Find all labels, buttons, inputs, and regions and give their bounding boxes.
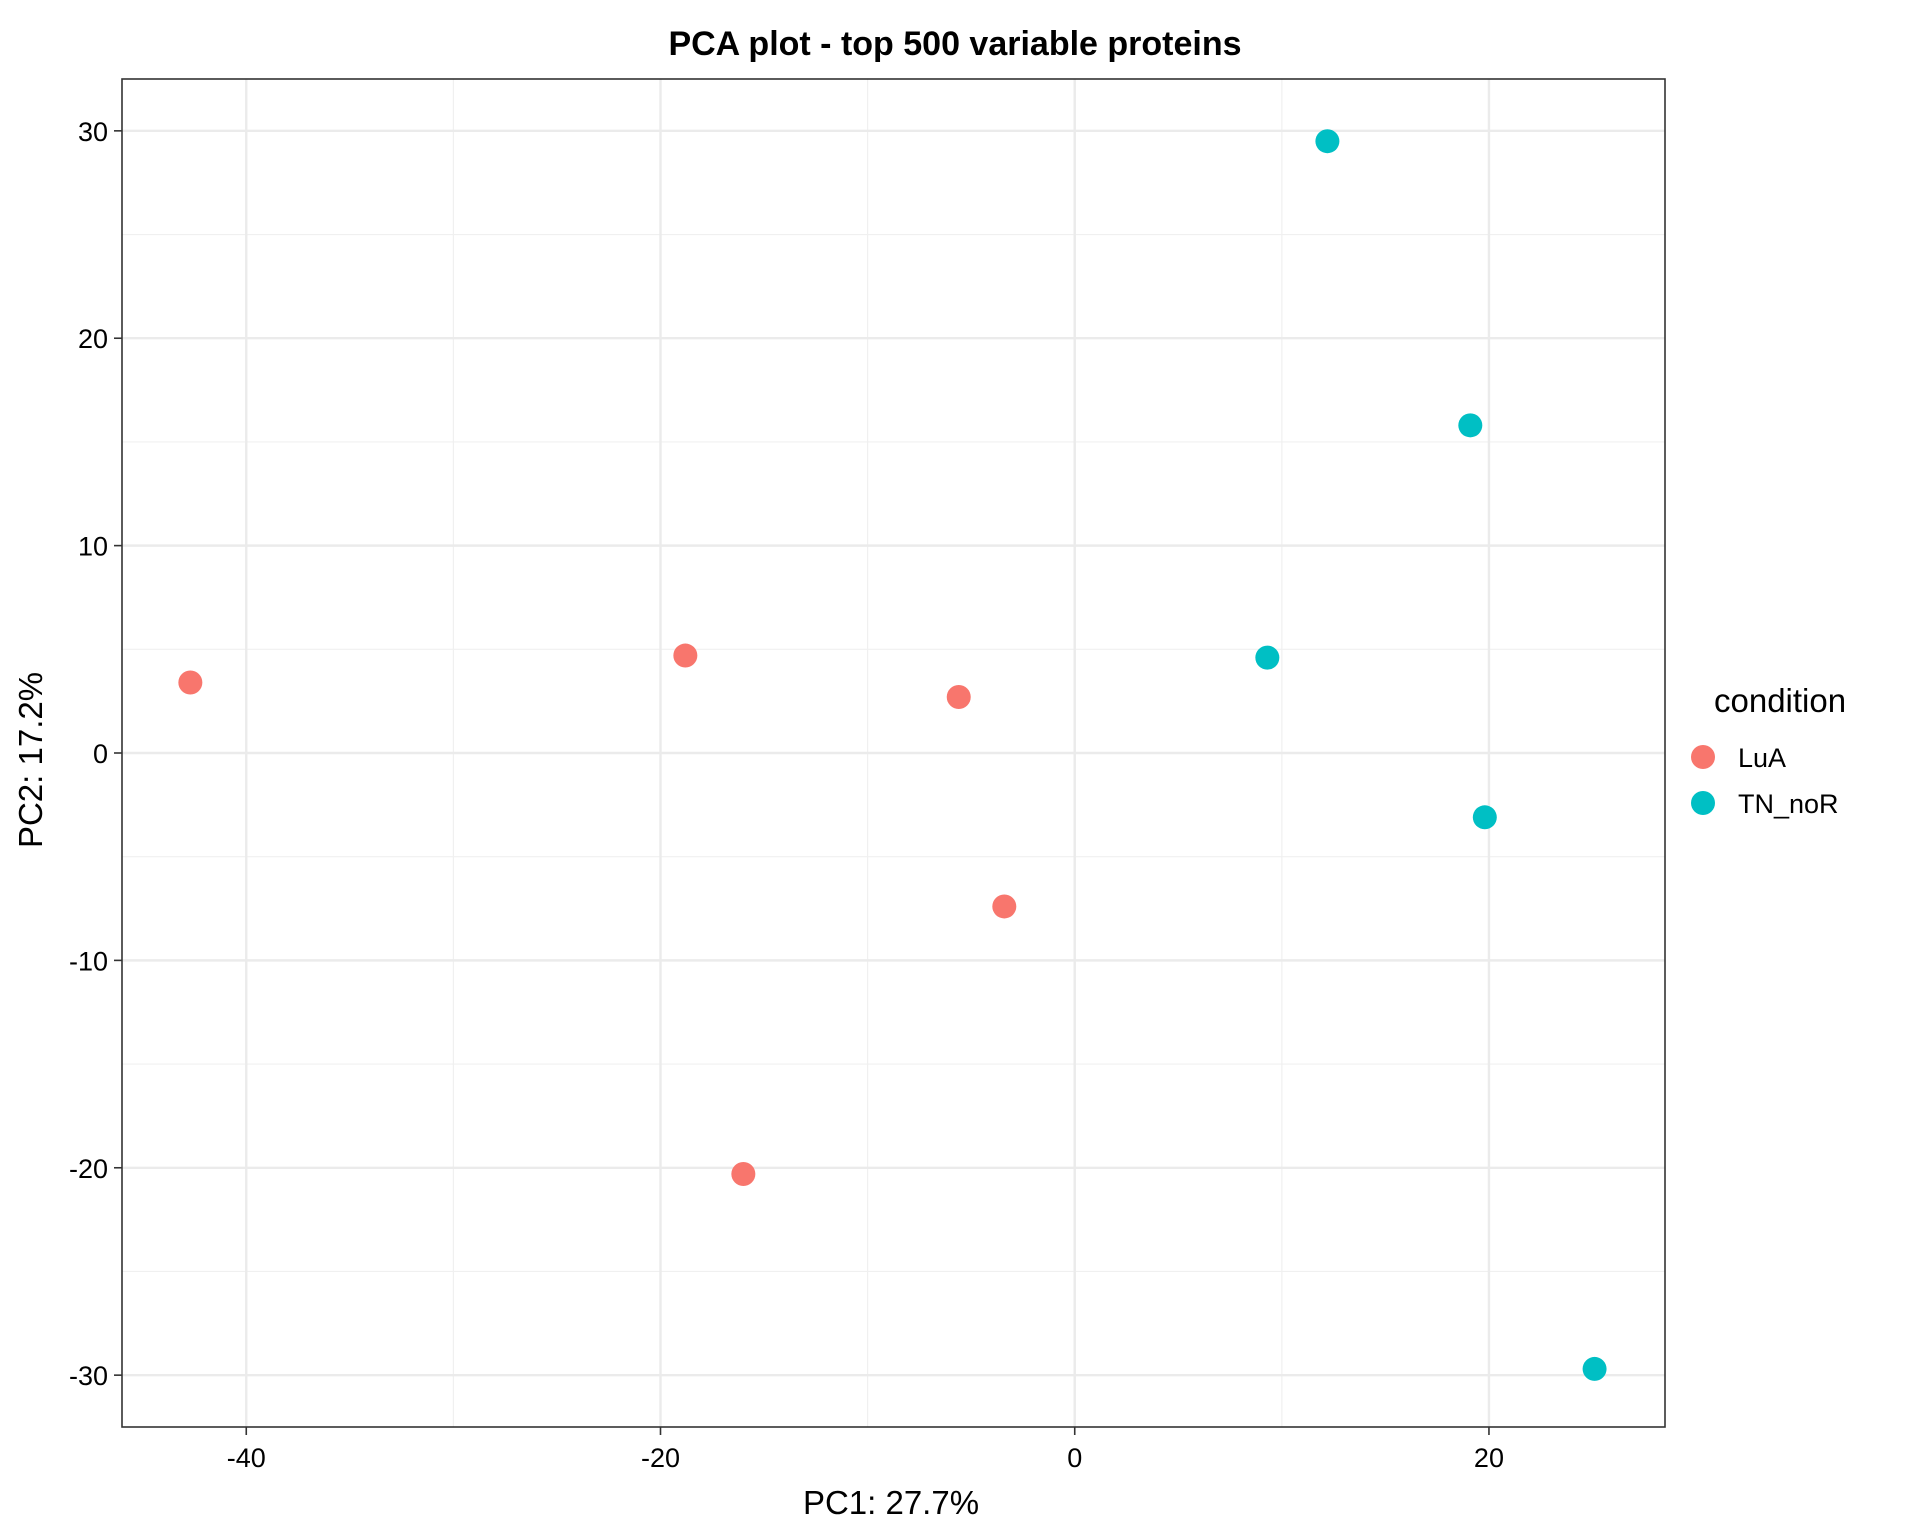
data-point-LuA (992, 894, 1017, 919)
legend-label-LuA: LuA (1738, 743, 1786, 773)
y-tick-label: 10 (78, 532, 108, 562)
x-tick-label: 0 (1067, 1443, 1082, 1473)
minor-gridlines (122, 79, 1665, 1427)
legend-key-TN_noR (1691, 791, 1715, 815)
y-tick-label: -20 (69, 1154, 108, 1184)
data-point-LuA (946, 685, 971, 710)
data-point-LuA (178, 670, 203, 695)
y-tick-label: 0 (93, 739, 108, 769)
legend-items: LuA TN_noR (1691, 743, 1839, 819)
y-axis-ticks: -30 -20 -10 0 10 20 30 (69, 117, 122, 1391)
data-point-LuA (673, 643, 698, 668)
y-tick-label: -10 (69, 946, 108, 976)
chart-title: PCA plot - top 500 variable proteins (668, 25, 1241, 63)
x-axis-title: PC1: 27.7% (803, 1484, 979, 1521)
data-point-TN_noR (1255, 645, 1280, 670)
data-point-LuA (731, 1161, 756, 1186)
x-tick-label: -40 (227, 1443, 266, 1473)
y-tick-label: 30 (78, 117, 108, 147)
legend: condition LuA TN_noR (1691, 682, 1846, 819)
x-axis-ticks: -40 -20 0 20 (227, 1427, 1504, 1473)
data-point-TN_noR (1315, 129, 1340, 154)
data-points (178, 129, 1607, 1381)
data-point-TN_noR (1582, 1356, 1607, 1381)
y-tick-label: -30 (69, 1361, 108, 1391)
y-tick-label: 20 (78, 324, 108, 354)
legend-title: condition (1714, 682, 1846, 719)
major-gridlines (122, 79, 1665, 1427)
legend-label-TN_noR: TN_noR (1738, 789, 1839, 819)
legend-key-LuA (1691, 745, 1715, 769)
x-tick-label: -20 (641, 1443, 680, 1473)
y-axis-title: PC2: 17.2% (12, 672, 49, 848)
x-tick-label: 20 (1474, 1443, 1504, 1473)
data-point-TN_noR (1458, 413, 1483, 438)
data-point-TN_noR (1472, 805, 1497, 830)
